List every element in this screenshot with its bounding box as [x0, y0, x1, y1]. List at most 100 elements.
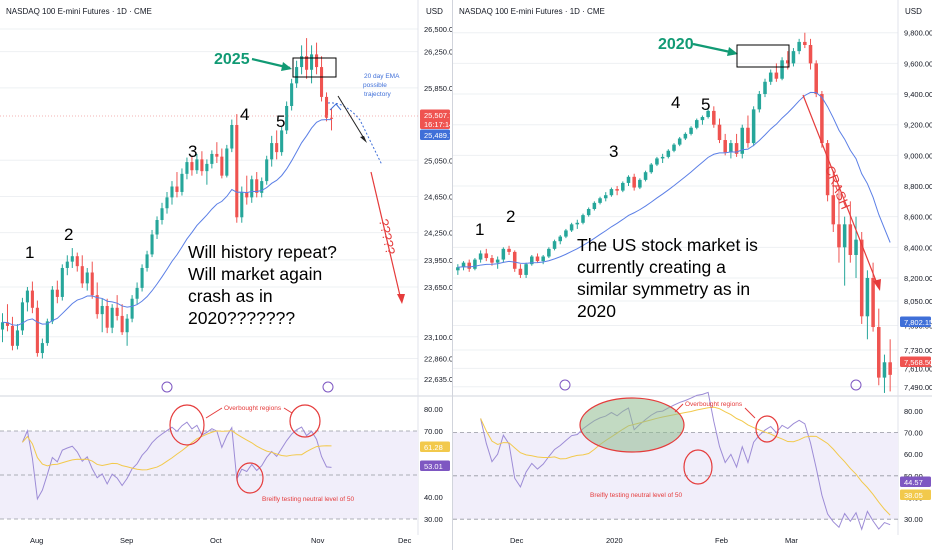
main-note-line: 2020 [577, 301, 616, 321]
price-tick-label: 8,800.00 [904, 182, 932, 191]
price-tag-box [420, 118, 450, 129]
candle-body [814, 63, 818, 95]
candle-body [95, 295, 99, 315]
candle-body [729, 143, 733, 153]
candle-body [65, 261, 69, 268]
wave-label: 2 [506, 207, 515, 226]
price-tag-text: 7,802.15 [904, 318, 932, 327]
price-tag-text: 25,507.75 [424, 111, 452, 120]
candle-body [90, 272, 94, 296]
wave-label: 1 [25, 243, 34, 262]
price-tick-label: 8,200.00 [904, 274, 932, 283]
price-tick-label: 23,950.00 [424, 256, 452, 265]
candle-body [145, 254, 149, 268]
date-label: Sep [120, 536, 133, 545]
candle-body [512, 251, 517, 269]
candle-body [712, 110, 716, 125]
candle-body [310, 54, 314, 70]
candle-body [170, 186, 174, 198]
candle-body [854, 239, 858, 255]
candle-body [35, 307, 39, 354]
event-icon [322, 381, 334, 393]
price-tag-box [420, 109, 450, 120]
wave-label: 3 [188, 142, 197, 161]
candle-body [621, 182, 625, 191]
candle-body [746, 127, 750, 144]
overbought-label: Overbought regions [224, 405, 282, 412]
candle-body [672, 144, 676, 151]
ema-note-text: 20 day EMA [364, 73, 400, 80]
currency-label: USD [426, 7, 443, 16]
top-region-box [292, 57, 337, 78]
candle-body [175, 186, 179, 192]
candle-body [740, 127, 745, 154]
price-tick-label: 9,600.00 [904, 59, 932, 68]
rsi-tick-label: 70.00 [904, 429, 923, 438]
candle-body [569, 224, 574, 231]
rsi-tick-label: 80.00 [424, 405, 443, 414]
candle-body [0, 322, 5, 330]
candle-body [473, 259, 477, 269]
top-region-box [736, 44, 790, 68]
rsi-tick-label: 30.00 [904, 515, 923, 524]
candle-body [185, 162, 189, 174]
symbol-title: NASDAQ 100 E-mini Futures · 1D · CME [459, 7, 605, 16]
candle-body [255, 179, 259, 193]
candle-body [848, 224, 853, 255]
wave-label: 4 [240, 105, 249, 124]
ema-trajectory-line [327, 102, 383, 166]
neutral-label: Breifly testing neutral level of 50 [590, 492, 683, 499]
overbought-circle [755, 415, 779, 443]
candle-body [15, 330, 19, 346]
candle-body [70, 256, 74, 262]
event-icon [161, 381, 173, 393]
candle-body [598, 198, 602, 203]
year-arrowhead [281, 62, 292, 71]
event-icon [559, 379, 571, 391]
candle-body [25, 290, 29, 303]
candle-body [300, 56, 304, 68]
price-tick-label: 7,610.00 [904, 364, 932, 373]
ema-note-text: possible [363, 82, 387, 89]
rsi-line [21, 421, 332, 501]
candle-body [660, 156, 665, 159]
candle-body [235, 124, 239, 218]
price-tick-label: 8,050.00 [904, 297, 932, 306]
year-label: 2025 [214, 51, 250, 68]
candle-body [677, 138, 682, 145]
rsi-tag-box [420, 441, 450, 452]
rsi-ma-line [22, 430, 332, 471]
candle-body [210, 153, 214, 164]
candle-body [230, 124, 234, 149]
left-chart-canvas[interactable]: 26,500.00 26,250.00 25,850.00 25,050.00 24,6… [0, 0, 452, 550]
wave-label: 4 [671, 93, 680, 112]
candle-body [603, 195, 608, 199]
wave-label: 1 [475, 220, 484, 239]
main-note-line: crash as in [188, 286, 273, 306]
candle-body [484, 253, 489, 259]
candle-body [245, 191, 249, 198]
candle-body [100, 305, 104, 315]
currency-label: USD [905, 7, 922, 16]
wave-label: 5 [701, 95, 710, 114]
date-label: Nov [311, 536, 325, 545]
candle-body [30, 290, 34, 308]
price-tick-label: 26,250.00 [424, 48, 452, 57]
price-tick-label: 25,050.00 [424, 156, 452, 165]
candle-body [524, 264, 528, 275]
candle-body [280, 130, 284, 153]
projection-arrowhead [360, 136, 367, 143]
price-tick-label: 24,650.00 [424, 192, 452, 201]
price-tick-label: 24,250.00 [424, 229, 452, 238]
candle-body [632, 176, 636, 188]
main-note-line: currently creating a [577, 257, 726, 277]
candle-body [575, 222, 580, 225]
candle-body [786, 60, 790, 64]
right-chart-canvas[interactable]: 9,800.00 9,600.00 9,400.00 9,200.00 9,000.00… [453, 0, 932, 550]
candle-body [265, 159, 269, 182]
main-note-line: The US stock market is [577, 235, 758, 255]
candle-body [626, 176, 631, 183]
candle-body [290, 83, 294, 106]
candle-body [768, 72, 773, 82]
